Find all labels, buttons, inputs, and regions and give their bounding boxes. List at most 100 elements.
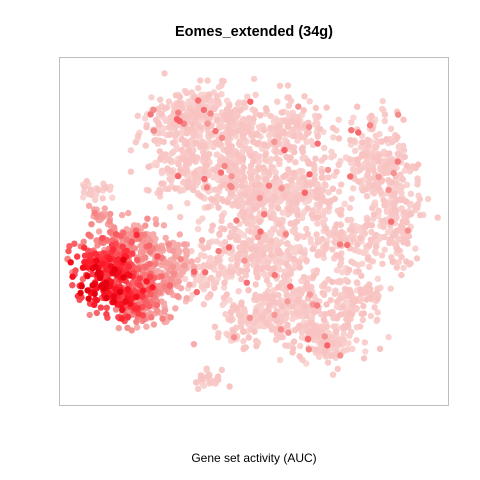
cell-point bbox=[236, 127, 243, 134]
cell-point bbox=[250, 115, 257, 122]
cell-point bbox=[169, 247, 177, 255]
cell-point bbox=[390, 201, 398, 208]
cell-point bbox=[175, 99, 183, 107]
cell-point bbox=[124, 286, 131, 293]
cell-point bbox=[204, 373, 211, 380]
cell-point bbox=[350, 259, 358, 267]
cell-point bbox=[336, 241, 344, 248]
cell-point bbox=[380, 217, 387, 225]
cell-point bbox=[374, 295, 381, 303]
cell-point bbox=[320, 316, 328, 323]
cell-point bbox=[325, 174, 332, 181]
cell-point bbox=[256, 218, 263, 225]
cell-point bbox=[166, 282, 174, 289]
cell-point bbox=[245, 199, 253, 206]
cell-point bbox=[146, 242, 153, 249]
cell-point bbox=[204, 204, 212, 211]
cell-point bbox=[195, 84, 202, 92]
cell-point bbox=[169, 139, 177, 146]
cell-point bbox=[393, 227, 401, 234]
cell-point bbox=[355, 178, 362, 185]
cell-point bbox=[67, 259, 74, 266]
cell-point bbox=[157, 96, 164, 103]
chart-title: Eomes_extended (34g) bbox=[175, 24, 333, 40]
cell-point bbox=[354, 160, 362, 168]
cell-point bbox=[97, 304, 105, 311]
cell-point bbox=[282, 171, 290, 179]
cell-point bbox=[81, 252, 89, 259]
cell-point bbox=[109, 194, 116, 201]
cell-point bbox=[200, 154, 207, 161]
cell-point bbox=[101, 284, 109, 292]
cell-point bbox=[274, 242, 281, 249]
cell-point bbox=[414, 175, 421, 182]
cell-point bbox=[289, 126, 296, 133]
cell-point bbox=[171, 253, 179, 260]
cell-point bbox=[284, 82, 292, 89]
cell-point bbox=[136, 275, 144, 282]
cell-point bbox=[128, 230, 135, 238]
cell-point bbox=[401, 167, 409, 174]
cell-point bbox=[400, 264, 407, 272]
cell-point bbox=[304, 335, 312, 343]
cell-point bbox=[240, 232, 248, 239]
cell-point bbox=[407, 211, 414, 218]
cell-point bbox=[203, 184, 211, 191]
cell-point bbox=[177, 213, 184, 221]
cell-point bbox=[276, 258, 283, 265]
cell-point bbox=[306, 171, 313, 178]
cell-point bbox=[288, 177, 295, 184]
cell-point bbox=[125, 263, 133, 270]
cell-point bbox=[360, 310, 368, 317]
cell-point bbox=[220, 197, 227, 204]
cell-point bbox=[215, 271, 223, 278]
cell-point bbox=[413, 203, 420, 210]
cell-point bbox=[183, 126, 191, 133]
cell-point bbox=[271, 193, 278, 200]
cell-point bbox=[241, 308, 248, 315]
cell-point bbox=[413, 255, 421, 262]
cell-point bbox=[319, 250, 327, 258]
cell-point bbox=[139, 248, 147, 256]
cell-point bbox=[214, 334, 222, 341]
cell-point bbox=[256, 194, 263, 202]
cell-point bbox=[294, 206, 301, 214]
cell-point bbox=[225, 244, 233, 251]
x-axis-label: Gene set activity (AUC) bbox=[191, 451, 316, 465]
cell-point bbox=[280, 128, 287, 135]
cell-point bbox=[348, 328, 355, 336]
cell-point bbox=[335, 188, 343, 195]
cell-point bbox=[169, 263, 177, 271]
cell-point bbox=[329, 352, 336, 359]
cell-point bbox=[240, 337, 247, 345]
cell-point bbox=[314, 140, 321, 147]
cell-point bbox=[87, 186, 94, 193]
cell-point bbox=[323, 324, 330, 331]
cell-point bbox=[286, 143, 294, 150]
cell-point bbox=[71, 240, 78, 247]
cell-point bbox=[309, 245, 316, 253]
cell-point bbox=[362, 348, 369, 355]
cell-point bbox=[188, 248, 195, 255]
cell-point bbox=[93, 257, 100, 264]
cell-point bbox=[233, 304, 240, 311]
cell-point bbox=[143, 278, 150, 285]
cell-point bbox=[337, 230, 344, 237]
cell-point bbox=[416, 211, 424, 219]
cell-point bbox=[254, 274, 261, 281]
cell-point bbox=[348, 195, 355, 202]
cell-point bbox=[377, 189, 385, 196]
cell-point bbox=[168, 150, 176, 157]
cell-point bbox=[251, 182, 259, 189]
cell-point bbox=[215, 247, 222, 255]
cell-point bbox=[150, 321, 158, 328]
cell-point bbox=[184, 200, 191, 207]
cell-point bbox=[207, 291, 214, 298]
cell-point bbox=[400, 147, 408, 154]
cell-point bbox=[156, 148, 163, 155]
cell-point bbox=[315, 214, 322, 221]
cell-point bbox=[375, 207, 382, 214]
cell-point bbox=[145, 187, 152, 194]
cell-point bbox=[316, 332, 323, 339]
cell-point bbox=[234, 151, 242, 159]
